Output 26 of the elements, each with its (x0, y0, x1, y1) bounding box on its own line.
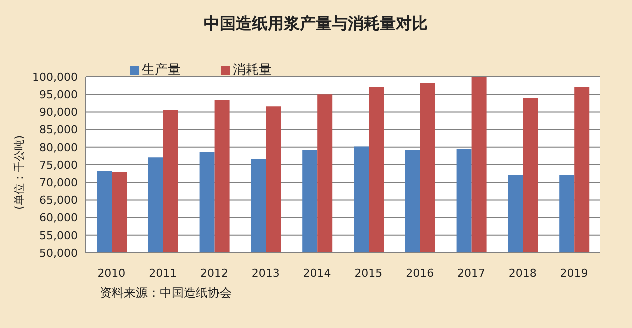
y-tick-label: 85,000 (40, 124, 78, 137)
y-tick-label: 90,000 (40, 106, 78, 120)
y-axis-title: (单位：千公吨) (12, 135, 27, 210)
x-tick-label: 2010 (98, 266, 126, 280)
y-tick-label: 60,000 (40, 212, 78, 225)
legend-label: 生产量 (142, 62, 181, 79)
x-tick-label: 2017 (458, 266, 486, 280)
legend-label: 消耗量 (233, 62, 272, 79)
text: 资料来源：中国造纸协会 (100, 285, 232, 302)
y-tick-label: 75,000 (40, 158, 78, 172)
x-tick-label: 2019 (560, 266, 588, 280)
y-tick-label: 55,000 (40, 229, 78, 242)
y-tick-label: 50,000 (40, 246, 78, 260)
x-tick-label: 2018 (508, 266, 537, 280)
x-tick-label: 2012 (200, 266, 228, 280)
y-tick-label: 95,000 (40, 88, 78, 102)
x-tick-label: 2015 (354, 266, 383, 280)
y-tick-label: 65,000 (40, 194, 78, 208)
x-tick-label: 2014 (303, 266, 332, 280)
y-tick-label: 70,000 (40, 176, 78, 190)
y-tick-label: 100,000 (32, 70, 78, 84)
chart-title: 中国造纸用浆产量与消耗量对比 (203, 14, 429, 35)
x-tick-label: 2013 (252, 266, 280, 280)
x-tick-label: 2016 (406, 266, 434, 280)
y-tick-label: 80,000 (40, 141, 78, 154)
x-tick-label: 2011 (149, 266, 178, 280)
